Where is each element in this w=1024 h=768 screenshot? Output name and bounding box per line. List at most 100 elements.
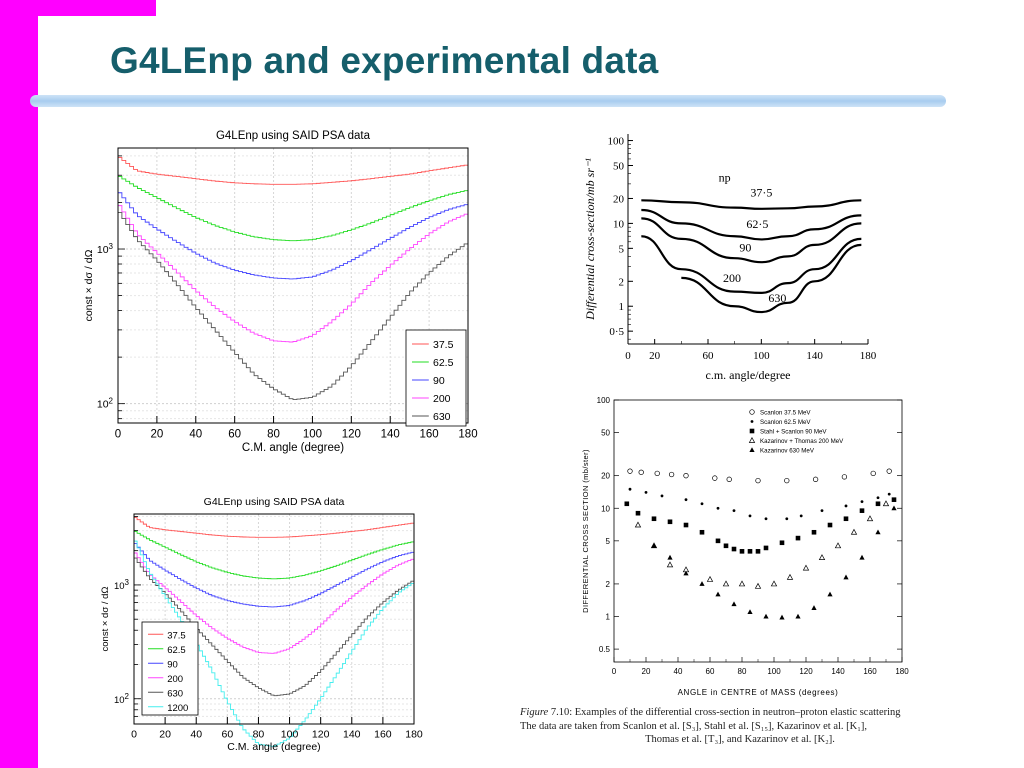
x-tick-label: 20 [642,667,651,676]
legend-label: 37.5 [167,630,186,641]
legend-label: 200 [167,674,183,685]
marker-filled-triangle [731,601,737,607]
marker-open-circle [870,470,876,477]
marker-dot [660,494,664,498]
curve-630 [681,243,862,314]
y-tick-label: 20 [601,472,610,481]
marker-open-circle [755,477,761,484]
marker-dot [820,509,824,513]
x-tick-label: 20 [159,729,171,741]
y-tick-label: 10 [601,504,610,513]
y-tick-label: 2 [606,580,611,589]
marker-filled-triangle [875,529,881,535]
y-tick-label: 103 [114,578,130,592]
x-axis-label: ANGLE in CENTRE of MASS (degrees) [678,688,839,697]
x-tick-label: 100 [753,350,770,362]
y-tick-label: 103 [97,242,114,256]
x-tick-label: 140 [831,667,845,676]
marker-open-circle [841,474,848,480]
legend-label: 62.5 [433,357,454,369]
curve-90 [641,217,862,264]
x-tick-label: 60 [706,667,715,676]
plot-frame [117,147,469,424]
legend-label: Kazarinov + Thomas 200 MeV [760,438,844,445]
marker-filled-triangle [747,609,753,615]
marker-open-circle [638,469,644,475]
curve-62·5 [641,208,862,241]
legend-label: 1200 [167,703,188,714]
sidebar-accent [0,0,38,768]
marker-square [624,501,630,507]
marker-square [635,510,641,516]
marker-filled-triangle [843,574,849,580]
marker-filled-triangle [811,605,817,610]
series-line-62.5 [134,531,414,580]
legend-label: 200 [433,393,451,405]
x-tick-label: 40 [190,729,202,741]
x-tick-label: 160 [863,667,877,676]
marker-filled-triangle [891,505,897,511]
x-tick-label: 180 [405,729,423,741]
marker-open-circle [784,477,790,484]
y-axis-label: DIFFERENTIAL CROSS SECTION (mb/ster) [581,449,590,613]
x-tick-label: 0 [612,667,617,676]
series-line-200 [134,552,414,654]
marker-square [723,543,729,549]
y-axis-label: Differential cross-section/mb sr⁻¹ [583,158,597,321]
series-line-37.5 [134,517,414,538]
marker-open-triangle [818,554,826,560]
y-axis-label: const × dσ / dΩ [100,587,111,652]
figure-caption: Figure 7.10: Examples of the differentia… [520,706,960,747]
curve-37·5 [641,199,862,210]
legend-label: 90 [433,375,445,387]
x-tick-label: 60 [703,350,715,362]
legend-label: 37.5 [433,339,454,351]
y-tick-label: 10 [613,218,625,230]
legend-box [405,329,467,427]
marker-open-circle [712,475,718,481]
x-tick-label: 180 [458,429,477,441]
marker-dot [785,517,789,521]
marker-square [843,516,849,522]
x-tick-label: 120 [312,729,330,741]
series-line-62.5 [118,176,468,242]
y-tick-label: 102 [114,692,130,706]
y-tick-label: 100 [608,136,625,148]
marker-filled-triangle [763,613,769,619]
series-line-90 [118,192,468,280]
y-tick-label: 1 [606,613,611,622]
curve-label: 630 [768,291,786,305]
x-tick-label: 140 [806,350,823,362]
marker-square [763,545,769,551]
marker-dot [716,506,720,510]
marker-dot [628,487,632,491]
marker-open-triangle [722,580,730,587]
marker-filled-triangle [667,554,673,560]
marker-open-circle [726,476,732,482]
marker-open-triangle [866,515,874,522]
marker-square [739,549,745,554]
marker-square [667,519,673,525]
series-line-630 [118,212,468,400]
marker-dot [799,514,803,518]
caption-line-3: Thomas et al. [T₃], and Kazarinov et al.… [645,734,835,745]
y-tick-label: 102 [97,397,114,411]
marker-open-circle [627,468,633,474]
marker-open-triangle [706,575,714,582]
y-axis-label: const × dσ / dΩ [83,249,95,321]
curve-200 [641,235,862,294]
marker-square [683,522,689,528]
legend-label: Kazarinov 630 MeV [760,448,815,455]
marker-square [891,497,897,502]
marker-open-triangle [748,436,756,443]
y-tick-label: 2 [619,276,625,288]
series-line-200 [118,205,468,343]
marker-filled-triangle [827,591,833,597]
x-tick-label: 60 [221,729,233,741]
marker-filled-triangle [683,570,689,576]
marker-square [651,516,657,522]
marker-dot [732,509,736,513]
marker-open-triangle [882,500,890,507]
marker-filled-triangle [795,613,801,619]
legend-label: Stahl + Scanlon 90 MeV [760,429,827,436]
